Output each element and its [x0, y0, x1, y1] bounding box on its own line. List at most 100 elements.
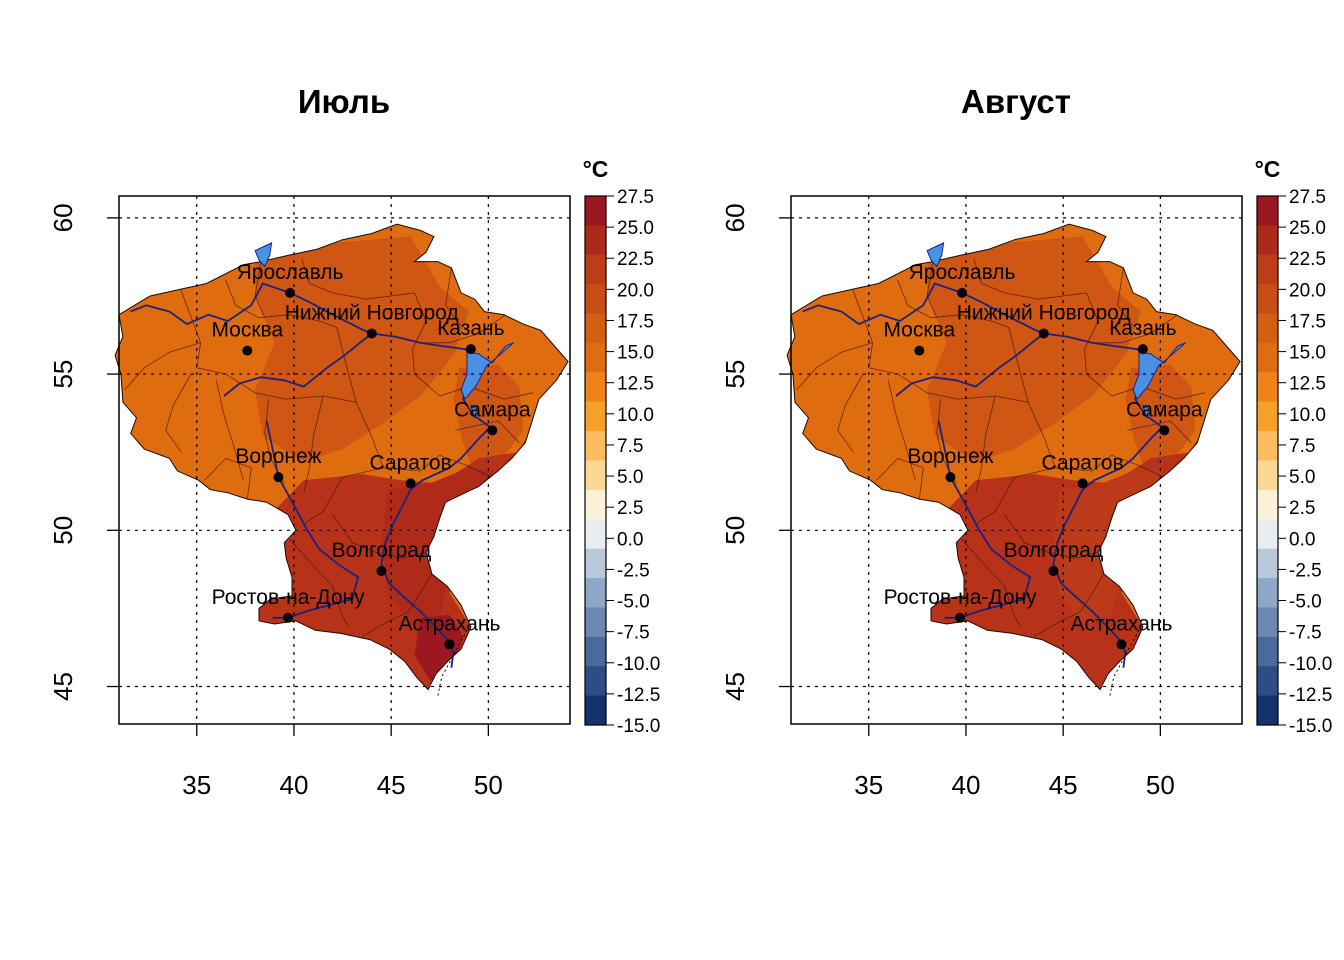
legend-swatch — [585, 519, 606, 550]
legend-swatch — [585, 431, 606, 461]
admin-boundary — [1004, 514, 1099, 559]
reservoir — [1142, 404, 1150, 418]
city-label: Саратов — [369, 451, 451, 474]
city-label: Воронеж — [235, 445, 321, 468]
admin-boundary — [897, 280, 1009, 328]
reservoir — [254, 242, 273, 268]
legend-tick-label: -2.5 — [617, 560, 650, 581]
city-marker — [945, 472, 956, 483]
admin-boundary — [868, 367, 1029, 403]
admin-boundary — [837, 373, 864, 453]
reservoir — [926, 242, 945, 268]
city-label: Волгоград — [332, 539, 432, 562]
city-label: Нижний Новгород — [285, 301, 459, 324]
legend-tick-label: -5.0 — [617, 592, 650, 613]
admin-boundary — [1127, 420, 1192, 444]
legend-tick-label: 15.0 — [617, 343, 654, 364]
legend-title: °C — [1255, 156, 1281, 182]
legend-frame — [584, 195, 607, 726]
legend-tick-label: -7.5 — [617, 623, 650, 644]
color-legend: 27.5 25.0 22.5 20.0 17.5 15.0 12.5 10.0 7.5 5.0 2.… — [583, 156, 661, 737]
legend-tick-label: 7.5 — [617, 436, 643, 457]
admin-boundary — [383, 454, 493, 478]
city-marker — [1159, 425, 1170, 436]
city-marker — [444, 639, 455, 650]
reservoir — [470, 404, 478, 418]
legend-swatch — [1257, 460, 1278, 491]
admin-boundaries — [124, 258, 534, 637]
admin-boundary — [225, 280, 337, 328]
admin-boundary — [289, 539, 349, 628]
x-axis: 35 40 45 50 — [182, 724, 503, 800]
admin-boundary — [876, 457, 924, 500]
admin-boundary — [361, 573, 433, 637]
legend-swatch — [1257, 636, 1278, 667]
city-marker — [465, 344, 476, 355]
legend-swatch — [585, 548, 606, 579]
city-marker — [405, 478, 416, 489]
legend-swatch — [1257, 607, 1278, 638]
x-tick-label: 40 — [951, 770, 980, 800]
legend-tick-label: 0.0 — [617, 529, 643, 550]
legend-swatch — [1257, 196, 1278, 226]
legend-tick-label: 27.5 — [1289, 187, 1326, 208]
admin-boundary — [254, 261, 266, 318]
admin-boundary — [301, 258, 415, 300]
admin-boundary — [1111, 386, 1206, 400]
region-outline — [114, 223, 569, 691]
legend-tick-label: 15.0 — [1289, 343, 1326, 364]
legend-swatch — [585, 254, 606, 285]
admin-boundary — [412, 292, 441, 397]
x-axis: 35 40 45 50 — [854, 724, 1175, 800]
legend-tick-label: 0.0 — [1289, 529, 1315, 550]
legend-swatch — [585, 196, 606, 226]
legend-swatch — [585, 489, 606, 520]
admin-boundary — [196, 367, 357, 403]
y-tick-label: 45 — [720, 672, 750, 701]
legend-tick-label: 5.0 — [1289, 467, 1315, 488]
legend-swatch — [1257, 401, 1278, 432]
legend-tick-label: -15.0 — [617, 716, 660, 737]
city-marker — [955, 612, 966, 623]
grid-lines — [119, 196, 570, 724]
city-marker — [366, 328, 377, 339]
legend-swatch — [1257, 313, 1278, 344]
city-marker — [1048, 565, 1059, 576]
city-label: Москва — [211, 319, 283, 342]
legend-tick-label: 17.5 — [617, 311, 654, 332]
admin-boundary — [796, 342, 873, 390]
city-marker — [1116, 639, 1127, 650]
legend-tick-label: 5.0 — [617, 467, 643, 488]
legend-tick-label: 10.0 — [1289, 405, 1326, 426]
y-tick-label: 60 — [720, 203, 750, 232]
admin-boundary — [926, 261, 938, 318]
city-label: Астрахань — [398, 612, 500, 635]
admin-boundary — [303, 395, 324, 493]
admin-boundary — [1092, 314, 1179, 344]
legend-swatch — [585, 401, 606, 432]
admin-boundary — [204, 457, 252, 500]
legend-swatch — [1257, 548, 1278, 579]
x-tick-label: 35 — [182, 770, 211, 800]
legend-swatch — [585, 372, 606, 403]
river — [223, 332, 373, 397]
legend-swatch — [585, 607, 606, 638]
city-label: Ярославль — [909, 261, 1016, 284]
legend-frame — [1256, 195, 1279, 726]
legend-swatch — [585, 666, 606, 697]
x-tick-label: 50 — [1146, 770, 1175, 800]
admin-boundary — [165, 373, 192, 453]
legend-swatch — [585, 284, 606, 315]
admin-boundary — [975, 467, 1056, 525]
legend-tick-label: 10.0 — [617, 405, 654, 426]
legend-swatch — [1257, 666, 1278, 697]
legend-tick-label: -2.5 — [1289, 560, 1322, 581]
legend-swatch — [1257, 519, 1278, 550]
admin-boundary — [455, 420, 520, 444]
admin-boundary — [176, 280, 202, 368]
x-tick-label: 45 — [377, 770, 406, 800]
legend-swatch — [585, 578, 606, 608]
